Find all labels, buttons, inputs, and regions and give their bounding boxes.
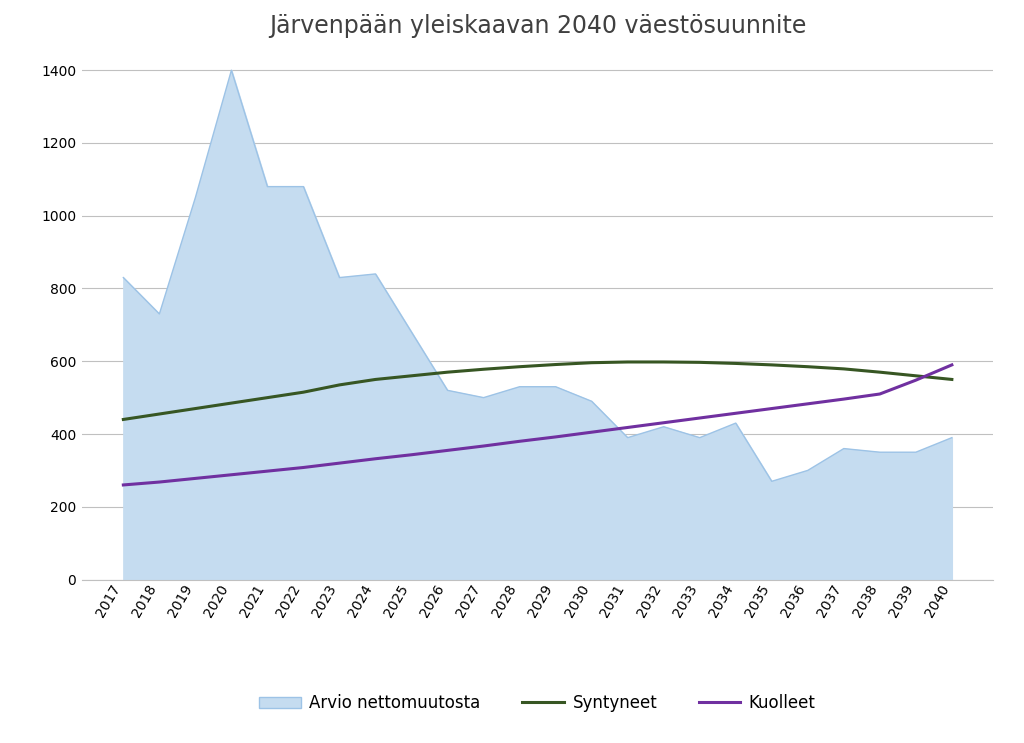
Title: Järvenpään yleiskaavan 2040 väestösuunnite: Järvenpään yleiskaavan 2040 väestösuunni… bbox=[269, 13, 806, 38]
Legend: Arvio nettomuutosta, Syntyneet, Kuolleet: Arvio nettomuutosta, Syntyneet, Kuolleet bbox=[253, 687, 822, 719]
